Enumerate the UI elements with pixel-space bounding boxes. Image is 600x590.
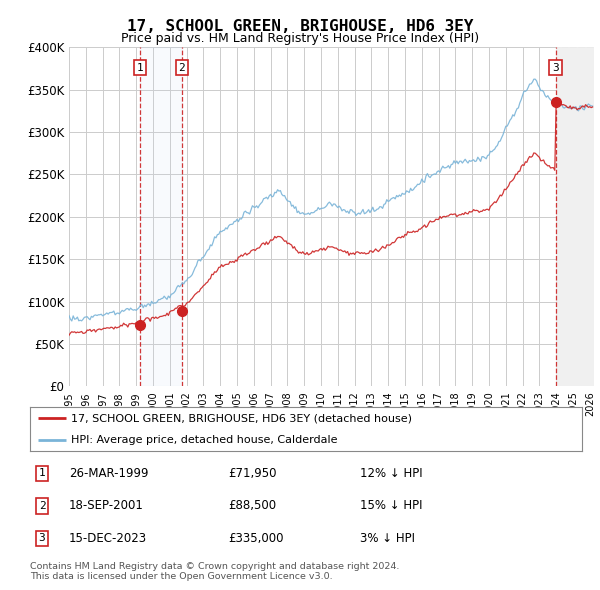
Text: 1: 1 [38, 468, 46, 478]
Text: 2: 2 [38, 501, 46, 511]
Text: 26-MAR-1999: 26-MAR-1999 [69, 467, 149, 480]
Bar [556, 47, 594, 386]
Text: 3: 3 [552, 63, 559, 73]
Text: 17, SCHOOL GREEN, BRIGHOUSE, HD6 3EY (detached house): 17, SCHOOL GREEN, BRIGHOUSE, HD6 3EY (de… [71, 413, 412, 423]
Text: 15-DEC-2023: 15-DEC-2023 [69, 532, 147, 545]
Text: 15% ↓ HPI: 15% ↓ HPI [360, 499, 422, 513]
Text: £335,000: £335,000 [228, 532, 284, 545]
Text: 2: 2 [178, 63, 185, 73]
Text: 17, SCHOOL GREEN, BRIGHOUSE, HD6 3EY: 17, SCHOOL GREEN, BRIGHOUSE, HD6 3EY [127, 19, 473, 34]
Text: 3% ↓ HPI: 3% ↓ HPI [360, 532, 415, 545]
Text: HPI: Average price, detached house, Calderdale: HPI: Average price, detached house, Cald… [71, 435, 338, 445]
Text: 18-SEP-2001: 18-SEP-2001 [69, 499, 144, 513]
Text: 1: 1 [136, 63, 143, 73]
Text: Price paid vs. HM Land Registry's House Price Index (HPI): Price paid vs. HM Land Registry's House … [121, 32, 479, 45]
Text: 3: 3 [38, 533, 46, 543]
Text: 12% ↓ HPI: 12% ↓ HPI [360, 467, 422, 480]
Text: Contains HM Land Registry data © Crown copyright and database right 2024.
This d: Contains HM Land Registry data © Crown c… [30, 562, 400, 581]
Bar [140, 47, 182, 386]
Text: £88,500: £88,500 [228, 499, 276, 513]
Text: £71,950: £71,950 [228, 467, 277, 480]
